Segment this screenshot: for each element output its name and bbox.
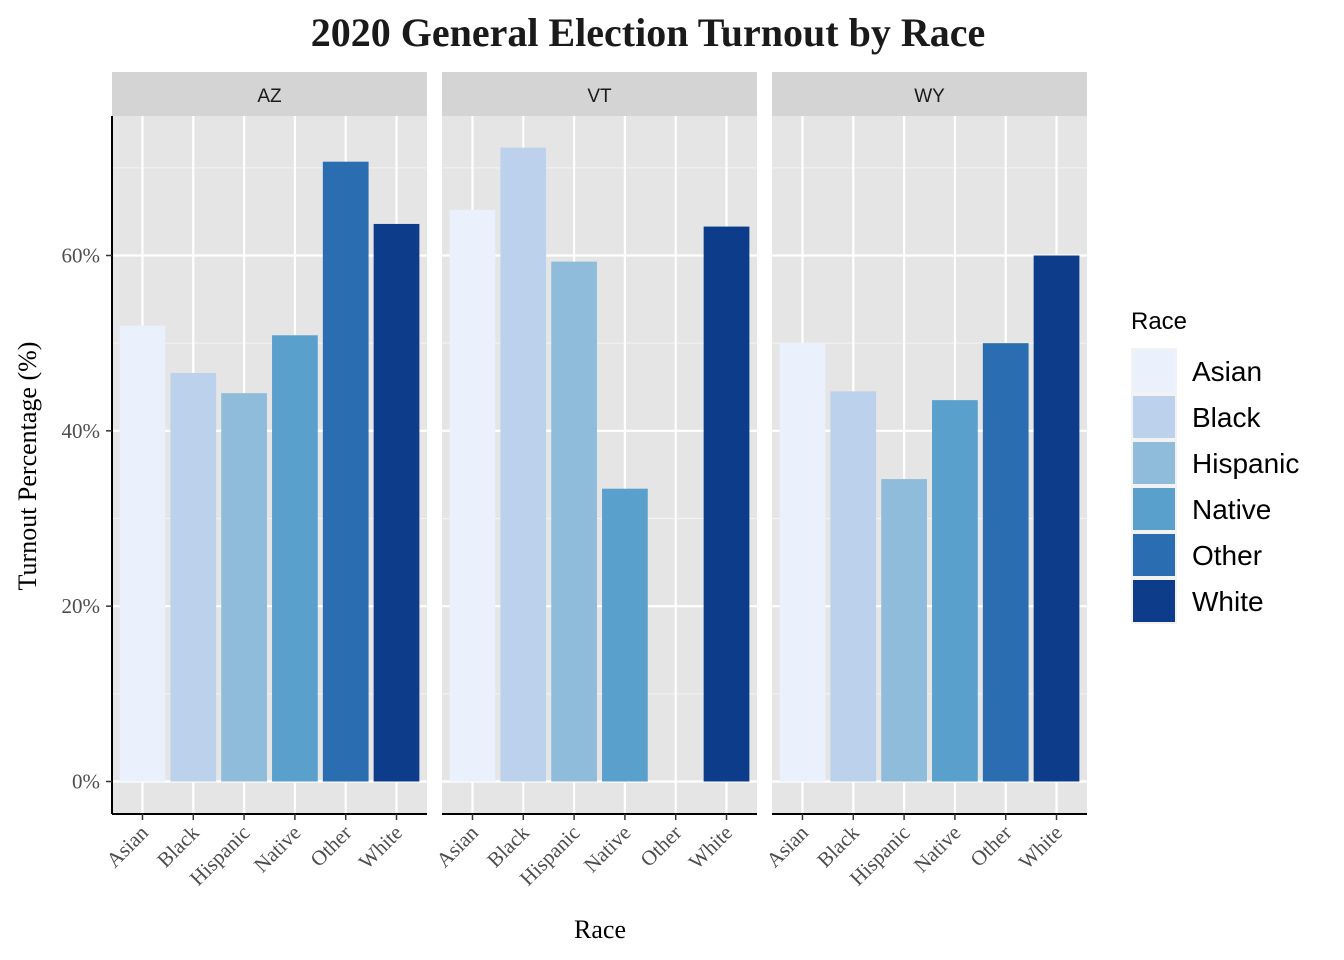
x-tick-label: White — [684, 821, 737, 874]
bar-wy-black — [830, 391, 877, 782]
bar-az-native — [272, 335, 318, 782]
x-tick-label: Native — [579, 821, 636, 878]
x-tick-label: Other — [965, 821, 1016, 872]
legend-swatch-other — [1133, 534, 1175, 576]
legend-swatch-hispanic — [1133, 442, 1175, 484]
legend: Race Asian Black Hispanic Native Other White — [1131, 308, 1299, 624]
x-tick-label: White — [354, 821, 407, 874]
legend-swatch-asian — [1133, 350, 1175, 392]
x-tick-label: Native — [909, 821, 966, 878]
bar-wy-hispanic — [881, 479, 927, 782]
x-tick-label: Other — [305, 821, 356, 872]
y-axis: 0% 20% 40% 60% — [62, 116, 113, 814]
facet-strip-label: AZ — [257, 86, 282, 107]
bar-az-black — [170, 372, 217, 782]
facet-strip-label: WY — [914, 86, 945, 107]
legend-items: Asian Black Hispanic Native Other White — [1131, 348, 1299, 624]
facet-strip-label: VT — [587, 86, 612, 107]
bar-vt-asian — [449, 209, 496, 782]
x-axis-title: Race — [574, 915, 626, 944]
legend-title: Race — [1131, 308, 1187, 335]
bar-vt-white — [703, 226, 750, 782]
y-tick-label: 0% — [72, 770, 100, 794]
x-tick-label: Asian — [101, 820, 153, 872]
bar-vt-black — [500, 147, 547, 782]
bar-az-asian — [119, 325, 166, 782]
bar-wy-white — [1033, 255, 1080, 782]
bar-az-other — [322, 161, 369, 782]
facet-strip — [442, 72, 757, 116]
bar-az-white — [373, 223, 420, 782]
facet-strip — [772, 72, 1087, 116]
bar-vt-hispanic — [551, 261, 597, 782]
y-tick-label: 40% — [62, 419, 101, 443]
y-tick-label: 20% — [62, 594, 101, 618]
y-axis-title: Turnout Percentage (%) — [13, 342, 42, 591]
x-tick-label: White — [1014, 821, 1067, 874]
legend-label-white: White — [1192, 586, 1264, 617]
legend-label-other: Other — [1192, 540, 1262, 571]
x-tick-label: Other — [635, 821, 686, 872]
legend-label-black: Black — [1192, 402, 1261, 433]
bar-vt-native — [602, 488, 648, 782]
legend-swatch-black — [1133, 396, 1175, 438]
legend-swatch-native — [1133, 488, 1175, 530]
legend-label-hispanic: Hispanic — [1192, 448, 1299, 479]
legend-label-asian: Asian — [1192, 356, 1262, 387]
bar-wy-other — [982, 343, 1029, 782]
chart-title: 2020 General Election Turnout by Race — [311, 10, 985, 55]
legend-label-native: Native — [1192, 494, 1271, 525]
x-tick-label: Native — [249, 821, 306, 878]
x-tick-label: Asian — [761, 820, 813, 872]
legend-swatch-white — [1133, 580, 1175, 622]
bar-wy-asian — [779, 343, 826, 782]
x-tick-label: Asian — [431, 820, 483, 872]
bar-wy-native — [932, 400, 978, 782]
y-tick-label: 60% — [62, 244, 101, 268]
facet-strip — [112, 72, 427, 116]
bar-az-hispanic — [221, 393, 267, 782]
